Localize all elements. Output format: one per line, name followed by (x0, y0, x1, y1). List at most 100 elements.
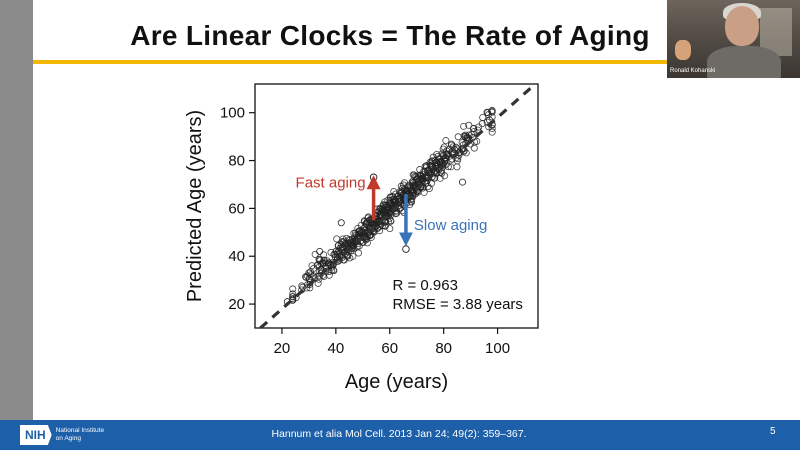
institute-line-1: National Institute (55, 427, 105, 434)
data-point (488, 108, 496, 116)
nih-logo: NIH National Institute on Aging (20, 424, 116, 446)
slide-title: Are Linear Clocks = The Rate of Aging (130, 20, 650, 51)
data-point (360, 217, 368, 225)
data-point (409, 171, 417, 179)
data-point (414, 175, 422, 183)
data-point (397, 182, 405, 190)
data-point (411, 190, 419, 198)
data-point (314, 279, 322, 287)
institute-line-2: on Aging (55, 435, 81, 442)
plot-frame (254, 83, 539, 329)
x-tick-label: 40 (328, 340, 345, 357)
data-point (470, 144, 478, 152)
data-point (386, 225, 394, 233)
data-point (410, 180, 418, 188)
data-point (313, 262, 321, 270)
data-point (443, 147, 451, 155)
data-point (460, 148, 468, 156)
data-point (349, 240, 357, 248)
data-point (376, 227, 384, 235)
x-tick-label: 100 (485, 340, 510, 357)
data-point (337, 219, 345, 227)
data-point (314, 260, 322, 268)
data-point (468, 134, 476, 142)
participant-name: Ronald Kohanski (670, 68, 716, 74)
data-point (479, 113, 487, 121)
left-gutter (0, 0, 33, 420)
y-tick-label: 20 (228, 296, 245, 313)
data-point (369, 225, 377, 233)
data-point (289, 285, 297, 293)
title-underline (33, 60, 667, 64)
data-point (444, 163, 452, 171)
data-point (391, 198, 399, 206)
data-point (435, 165, 443, 173)
data-point (376, 222, 384, 230)
r-statistic: R = 0.963 (392, 277, 457, 294)
data-point (305, 269, 313, 277)
data-point (289, 295, 297, 303)
data-point (337, 241, 345, 249)
page-number: 5 (770, 426, 776, 437)
webcam-person-body (707, 46, 781, 78)
data-point (431, 156, 439, 164)
data-point (349, 241, 357, 249)
data-point (315, 275, 323, 283)
data-point (460, 122, 468, 130)
webcam-person-hand (675, 40, 691, 60)
data-point (338, 246, 346, 254)
data-point (454, 133, 462, 141)
data-point (465, 121, 473, 129)
fast-aging-label: Fast aging (296, 174, 366, 191)
data-point (464, 134, 472, 142)
data-point (355, 249, 363, 257)
data-point (433, 158, 441, 166)
data-point (473, 137, 481, 145)
x-axis-label: Age (years) (345, 371, 448, 393)
data-point (303, 284, 311, 292)
data-point (417, 175, 425, 183)
data-point (488, 128, 496, 136)
data-point (464, 133, 472, 141)
footer-bar (0, 420, 800, 450)
data-point (315, 255, 323, 263)
citation-text: Hannum et alia Mol Cell. 2013 Jan 24; 49… (271, 428, 527, 440)
data-point (410, 178, 418, 186)
institute-name: National Institute on Aging (56, 427, 116, 443)
x-tick-label: 60 (381, 340, 398, 357)
data-point (339, 256, 347, 264)
webcam-thumbnail[interactable]: Ronald Kohanski (667, 0, 800, 78)
x-tick-label: 80 (435, 340, 452, 357)
data-point (419, 176, 427, 184)
highlighted-point (402, 245, 410, 253)
slow-aging-label: Slow aging (414, 217, 487, 234)
data-point (319, 259, 327, 267)
highlighted-point (369, 173, 378, 182)
identity-reference-line (259, 84, 537, 328)
rmse-statistic: RMSE = 3.88 years (392, 296, 522, 313)
data-point (488, 124, 496, 132)
nih-mark: NIH (20, 425, 52, 445)
points-group (259, 84, 537, 328)
data-point (420, 188, 428, 196)
data-point (407, 188, 415, 196)
data-point (289, 290, 297, 298)
data-point (404, 183, 412, 191)
data-point (442, 137, 450, 145)
y-tick-label: 60 (228, 200, 245, 217)
data-point (484, 109, 492, 117)
scatter-chart: Fast aging Slow aging R = 0.963 RMSE = 3.88… (184, 83, 539, 393)
data-point (470, 124, 478, 132)
data-point (316, 247, 324, 255)
y-axis-label: Predicted Age (years) (184, 110, 206, 302)
data-point (425, 184, 433, 192)
data-point (383, 201, 391, 209)
y-tick-label: 80 (228, 153, 245, 170)
data-point (460, 132, 468, 140)
data-point (424, 166, 432, 174)
data-point (334, 248, 342, 256)
data-point (441, 153, 449, 161)
y-tick-label: 100 (220, 105, 245, 122)
data-point (332, 247, 340, 255)
data-point (393, 209, 401, 217)
